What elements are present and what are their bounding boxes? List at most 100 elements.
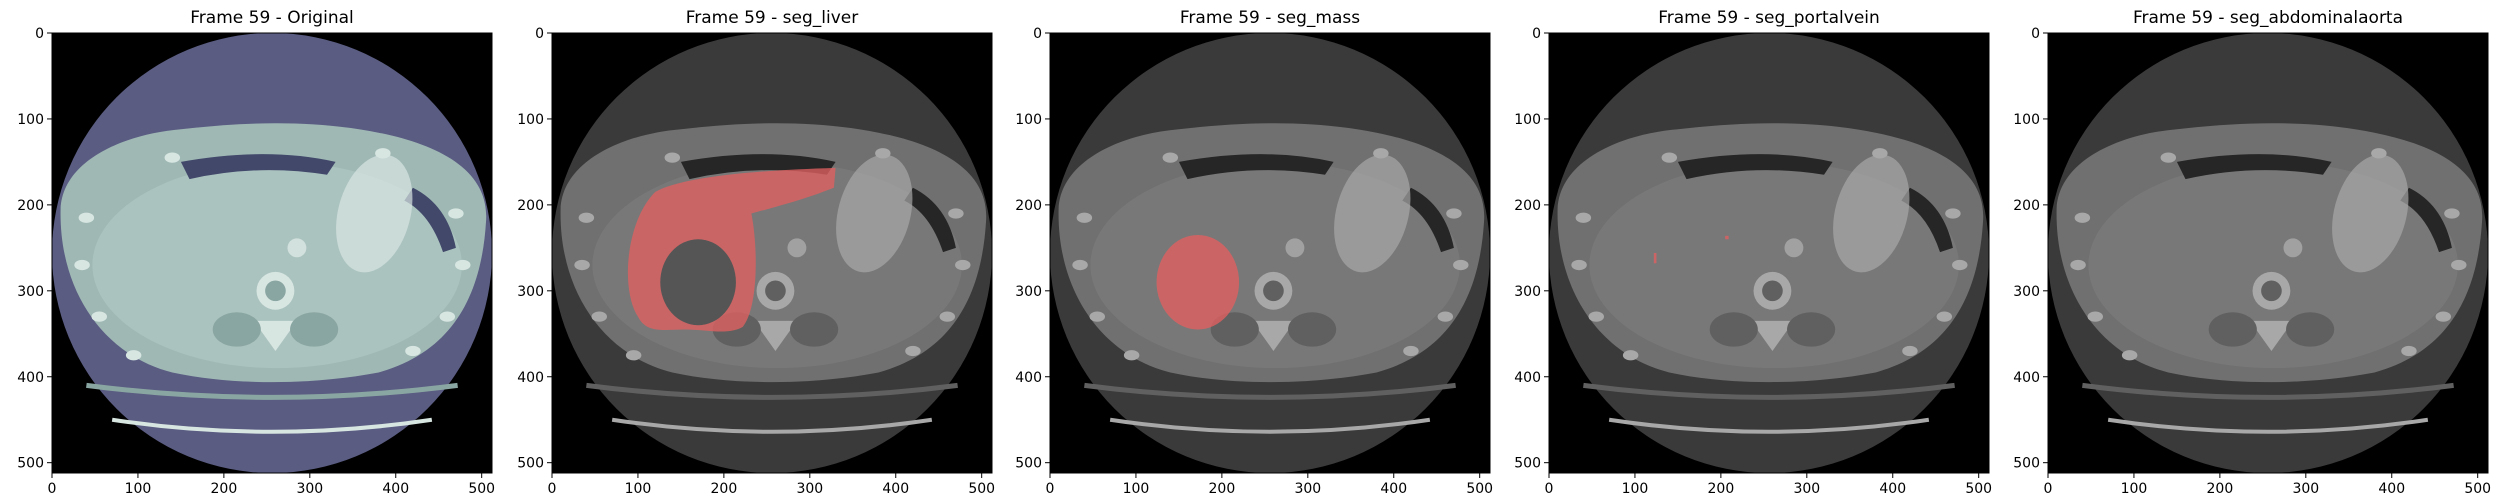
rib (375, 148, 391, 159)
scan-table-rail (1109, 417, 1431, 434)
paraspinal-muscle (290, 312, 339, 347)
aorta (1784, 238, 1804, 258)
x-tick-label: 200 (2207, 481, 2234, 497)
y-tick-label: 300 (1514, 284, 1541, 300)
spinal-canal (1762, 280, 1783, 302)
air-gap-anterior (180, 154, 336, 180)
y-tick-label: 200 (1015, 198, 1042, 214)
stomach (1334, 154, 1411, 273)
y-tick-label: 500 (17, 456, 44, 472)
rib (164, 152, 181, 163)
rib (2160, 152, 2177, 163)
rib (875, 148, 891, 159)
stomach (836, 154, 913, 273)
scan-table-band (1583, 382, 1955, 400)
scan-table-band (586, 382, 958, 400)
rib (2087, 311, 2103, 322)
rib (439, 311, 456, 322)
x-tick-label: 200 (211, 481, 238, 497)
paraspinal-muscle (2208, 312, 2257, 347)
rib (2451, 259, 2467, 271)
rib (2070, 259, 2086, 271)
x-tick-label: 500 (1965, 481, 1992, 497)
mass-segmentation-mask (1156, 234, 1240, 330)
spinous-process (253, 320, 297, 351)
rib (1936, 311, 1953, 322)
x-tick-label: 100 (625, 481, 652, 497)
spinous-process (1251, 320, 1295, 351)
panel-title: Frame 59 - seg_portalvein (1658, 8, 1880, 28)
rib (2121, 350, 2138, 361)
portalvein-segmentation-mask (1653, 253, 1657, 264)
spinous-process (2249, 320, 2293, 351)
stomach (1833, 154, 1910, 273)
rib (448, 208, 464, 219)
rib (1076, 212, 1093, 223)
ct-image (2048, 33, 2488, 473)
rib (574, 259, 590, 271)
ct-image (552, 33, 992, 473)
x-tick-label: 400 (1380, 481, 1407, 497)
stomach (336, 154, 413, 273)
y-tick-label: 400 (17, 370, 44, 386)
paraspinal-muscle (2286, 312, 2335, 347)
x-tick-label: 200 (711, 481, 738, 497)
y-tick-label: 300 (517, 284, 544, 300)
spinal-canal (765, 280, 786, 302)
y-tick-label: 0 (35, 26, 44, 42)
rib (1446, 208, 1462, 219)
rib (1453, 259, 1469, 271)
paraspinal-muscle (1210, 312, 1259, 347)
rib (905, 345, 921, 357)
air-gap-anterior (1677, 154, 1833, 180)
panel-title: Frame 59 - seg_abdominalaorta (2133, 8, 2403, 28)
x-tick-label: 0 (1545, 481, 1554, 497)
x-tick-label: 300 (1793, 481, 1820, 497)
y-tick-label: 300 (1015, 284, 1042, 300)
rib (1571, 259, 1587, 271)
x-tick-label: 400 (882, 481, 909, 497)
air-gap-left (904, 187, 956, 253)
rib (2435, 311, 2452, 322)
y-tick-label: 0 (1033, 26, 1042, 42)
x-tick-label: 500 (468, 481, 495, 497)
x-tick-label: 200 (1209, 481, 1236, 497)
rib (455, 259, 471, 271)
liver-mask-hole (660, 239, 736, 326)
paraspinal-muscle (212, 312, 261, 347)
x-tick-label: 100 (1123, 481, 1150, 497)
x-tick-label: 0 (548, 481, 557, 497)
axes-frame (1548, 32, 1990, 474)
x-tick-label: 300 (1294, 481, 1321, 497)
scan-table-rail (611, 417, 933, 434)
air-gap-left (1901, 187, 1953, 253)
ct-image (1549, 33, 1989, 473)
y-tick-label: 400 (1015, 370, 1042, 386)
air-gap-anterior (1178, 154, 1334, 180)
rib (1575, 212, 1592, 223)
x-tick-label: 500 (968, 481, 995, 497)
aorta (287, 238, 307, 258)
portalvein-segmentation-mask (1725, 235, 1729, 240)
rib (2444, 208, 2460, 219)
rib (591, 311, 607, 322)
rib (405, 345, 421, 357)
panel-seg-portalvein: Frame 59 - seg_portalvein 0 100 200 300 400 50… (1514, 8, 1992, 497)
x-tick-label: 400 (382, 481, 409, 497)
scan-table-band (1084, 382, 1456, 400)
rib (1872, 148, 1888, 159)
spinal-canal (1263, 280, 1284, 302)
x-tick-label: 0 (1046, 481, 1055, 497)
scan-table-rail (2107, 417, 2429, 434)
spinous-process (753, 320, 797, 351)
paraspinal-muscle (1787, 312, 1836, 347)
y-tick-label: 300 (2013, 284, 2040, 300)
rib (1403, 345, 1419, 357)
x-tick-label: 300 (2292, 481, 2319, 497)
rib (939, 311, 956, 322)
air-gap-left (2400, 187, 2452, 253)
